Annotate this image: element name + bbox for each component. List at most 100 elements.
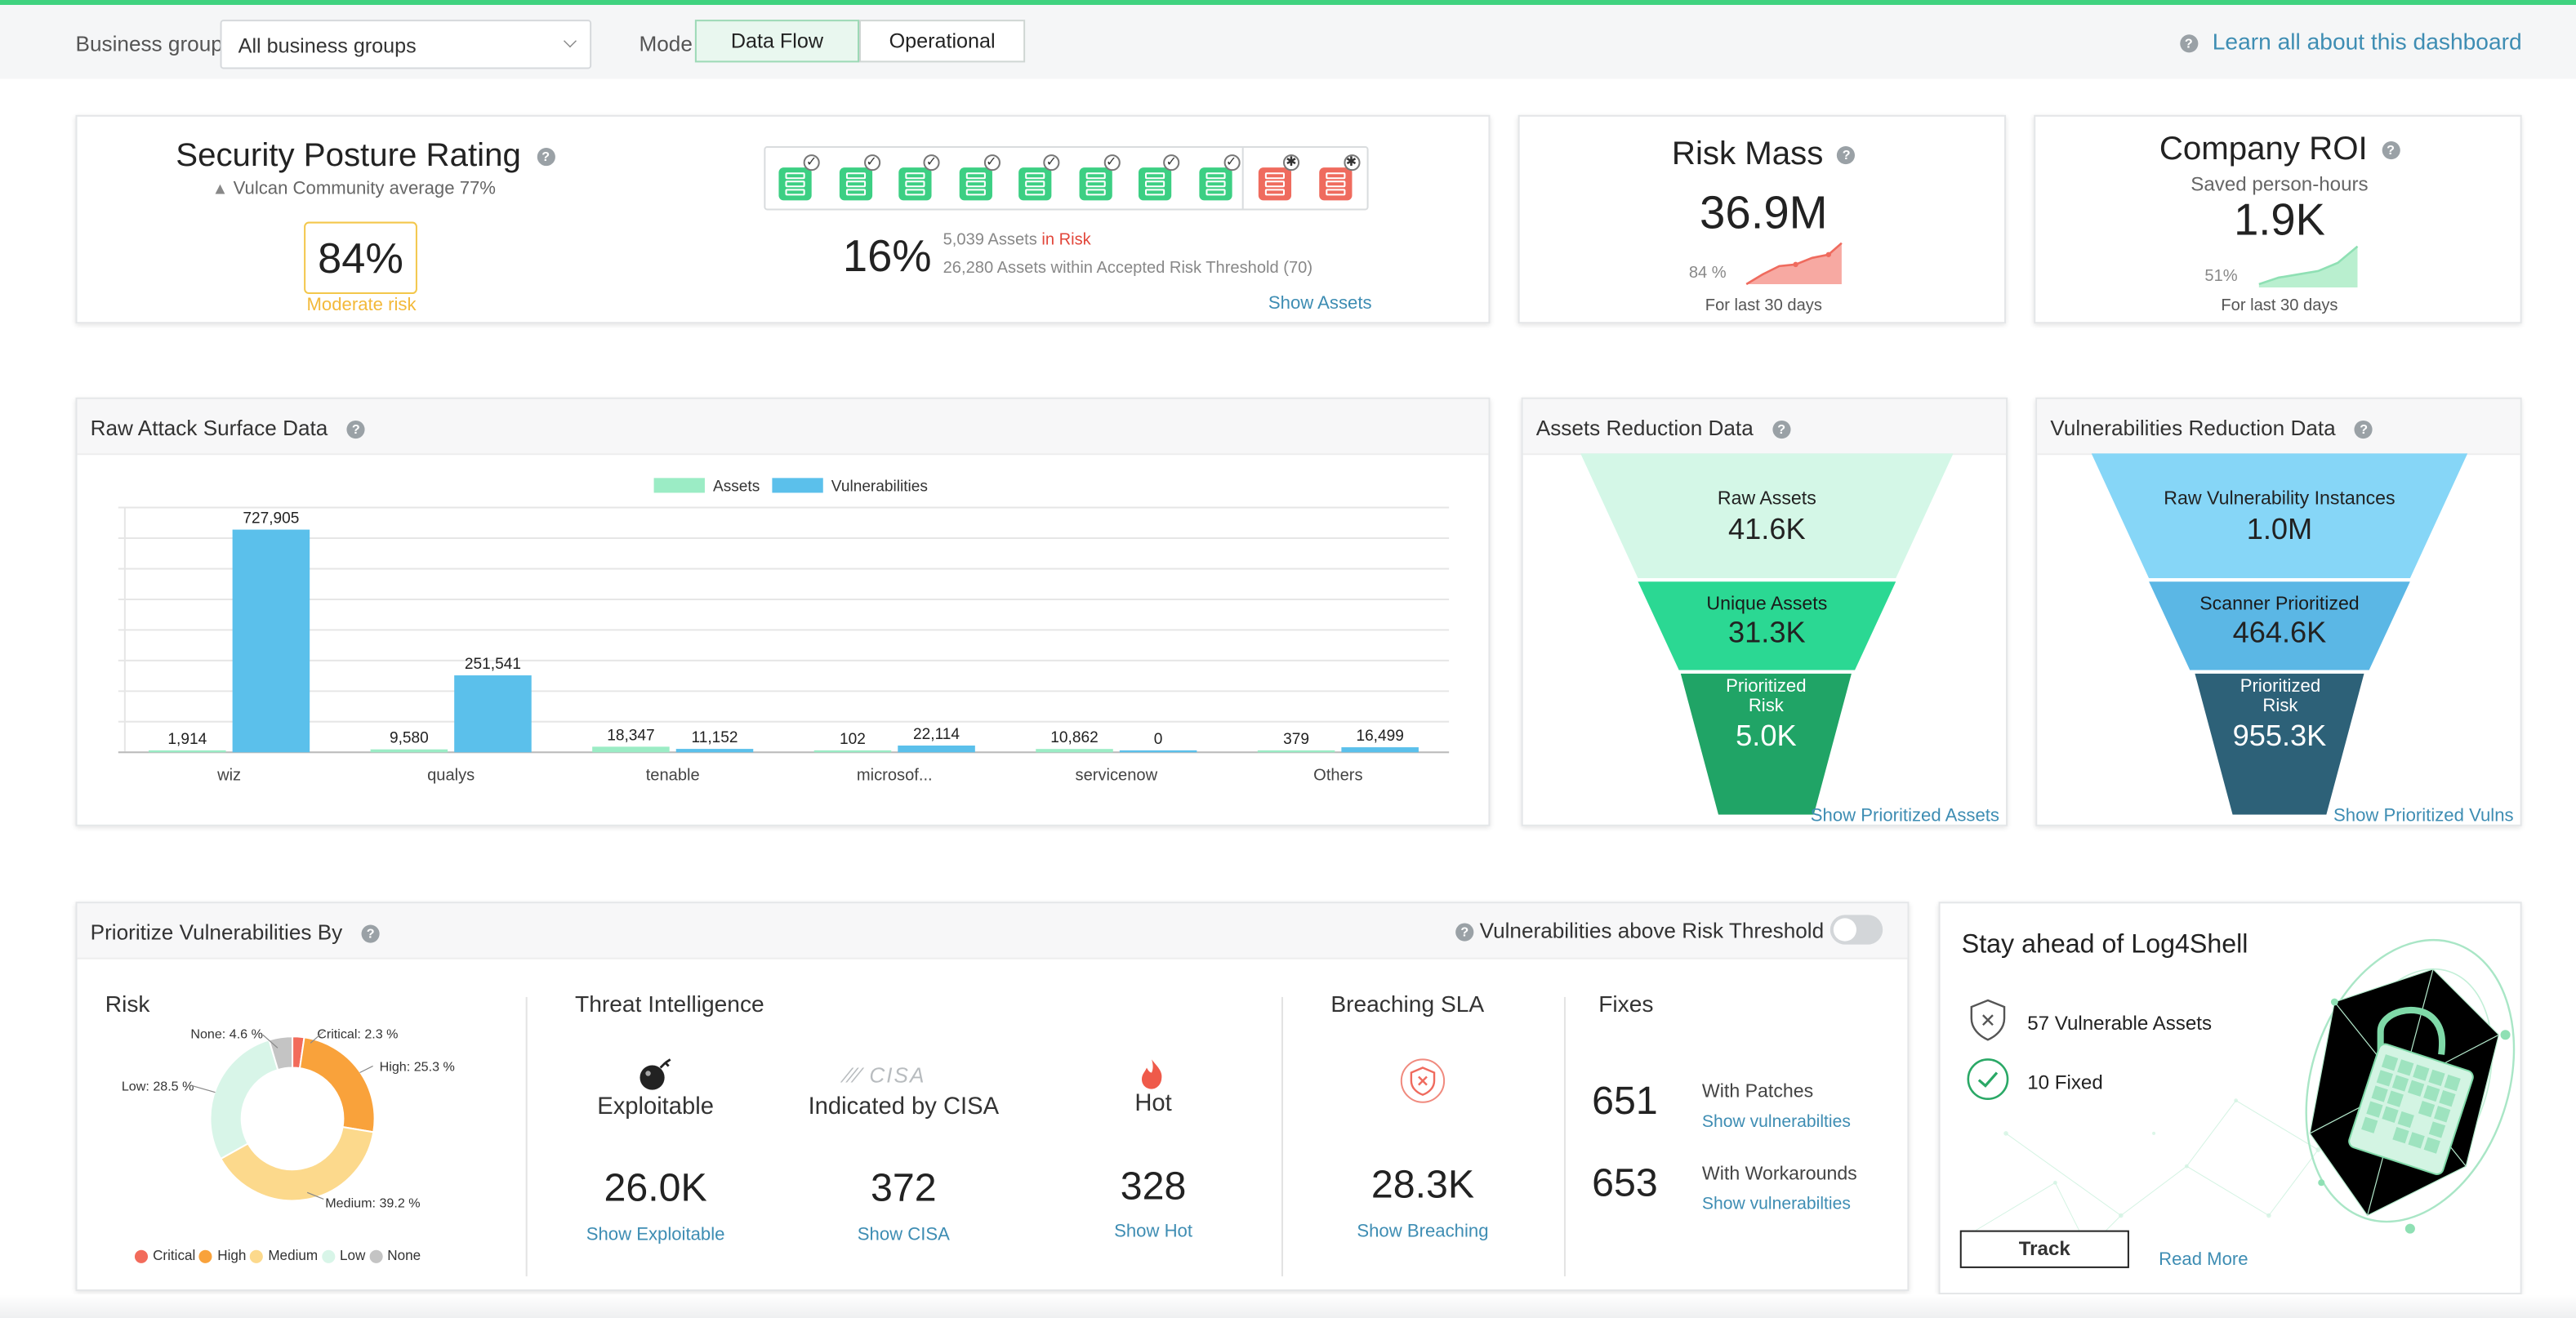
community-icon: ▲ (212, 180, 229, 199)
vulns-reduction-title-text: Vulnerabilities Reduction Data (2050, 415, 2336, 441)
assets-in-risk-suffix: in Risk (1041, 231, 1091, 250)
help-icon[interactable]: ? (1772, 421, 1791, 439)
server-icon (1078, 167, 1112, 201)
help-icon[interactable]: ? (1455, 923, 1474, 942)
x-tick-label: wiz (216, 766, 241, 784)
assets-within-threshold: 26,280 Assets within Accepted Risk Thres… (943, 259, 1313, 278)
legend-low[interactable]: Low (321, 1247, 365, 1263)
track-button[interactable]: Track (1959, 1230, 2129, 1268)
read-more-link[interactable]: Read More (2159, 1249, 2248, 1270)
show-cisa-link[interactable]: Show CISA (857, 1225, 950, 1245)
cisa-logo-text: CISA (869, 1062, 926, 1088)
donut-slice-medium[interactable] (219, 1125, 375, 1202)
help-icon[interactable]: ? (361, 924, 380, 943)
donut-slice-low[interactable] (209, 1039, 279, 1160)
help-icon[interactable]: ? (2355, 421, 2373, 439)
data-label: 16,499 (1356, 728, 1403, 745)
help-icon[interactable]: ? (2381, 141, 2400, 160)
funnel-stage-prioritized-risk[interactable]: Prioritized Risk 5.0K (1681, 674, 1852, 815)
legend-dot-high (199, 1249, 213, 1263)
bar-assets (592, 746, 670, 753)
help-icon[interactable]: ? (1837, 146, 1856, 165)
legend-text: Critical (153, 1246, 196, 1263)
risk-threshold-toggle[interactable] (1829, 915, 1883, 945)
funnel-stage-raw-assets[interactable]: Raw Assets 41.6K (1580, 453, 1954, 578)
learn-dashboard-link[interactable]: ? Learn all about this dashboard (2179, 28, 2522, 55)
log4shell-lock-illustration (1971, 938, 2516, 1251)
prioritize-title: Prioritize Vulnerabilities By ? (91, 919, 380, 945)
fixes-workarounds-value: 653 (1592, 1161, 1658, 1206)
show-patches-link[interactable]: Show vulnerabilties (1701, 1111, 1851, 1132)
legend-text: None (387, 1246, 421, 1263)
log4shell-title: Stay ahead of Log4Shell (1961, 931, 2248, 960)
check-badge-icon: ✓ (1163, 154, 1180, 171)
posture-rating: 84% (304, 221, 417, 295)
raw-attack-bar-chart: 1,914 727,905 wiz 9,580 251,541 qualys 18,347 1… (118, 478, 1450, 784)
data-label: 9,580 (390, 730, 429, 747)
bar-vulnerabilities (1119, 750, 1197, 753)
fixes-patches-label: With Patches (1701, 1082, 1814, 1102)
data-label: 22,114 (913, 726, 960, 743)
asset-servers-strip: ✓ ✓ ✓ ✓ ✓ ✓ ✓ ✓ ✱ ✱ (764, 146, 1369, 211)
legend-dot-medium (250, 1249, 264, 1263)
show-assets-link[interactable]: Show Assets (1268, 294, 1372, 314)
server-icon (1138, 167, 1172, 201)
shield-x-icon (1970, 999, 2006, 1041)
data-label: 727,905 (243, 510, 299, 528)
cisa-stripes: ∕∕∕ (845, 1062, 862, 1088)
legend-label: Vulnerabilities (831, 478, 928, 495)
risk-threshold-toggle-text: Vulnerabilities above Risk Threshold (1479, 918, 1825, 943)
donut-label-medium: Medium: 39.2 % (325, 1196, 421, 1211)
community-average-text: Vulcan Community average 77% (233, 179, 497, 199)
funnel-stage-raw-vulns[interactable]: Raw Vulnerability Instances 1.0M (2092, 453, 2468, 578)
cisa-label: Indicated by CISA (808, 1093, 1000, 1120)
legend-dot-low (321, 1249, 336, 1263)
bar-assets (1036, 749, 1113, 753)
funnel-stage-value: 955.3K (2232, 719, 2327, 753)
show-prioritized-vulns-link[interactable]: Show Prioritized Vulns (2333, 806, 2514, 826)
roi-trend-pct: 51% (2204, 267, 2238, 287)
mode-operational-button[interactable]: Operational (859, 20, 1026, 63)
show-breaching-link[interactable]: Show Breaching (1357, 1222, 1489, 1242)
donut-slice-none[interactable] (268, 1035, 294, 1071)
legend-none[interactable]: None (369, 1247, 421, 1263)
risk-mass-trend-pct: 84 % (1688, 264, 1727, 283)
bomb-icon (640, 1058, 671, 1090)
help-icon[interactable]: ? (346, 421, 365, 439)
posture-rating-label: Moderate risk (306, 296, 417, 316)
mode-data-flow-button[interactable]: Data Flow (694, 20, 860, 63)
vulns-reduction-card: Vulnerabilities Reduction Data ? Raw Vul… (2035, 397, 2522, 826)
roi-sparkline (2258, 245, 2359, 288)
risk-threshold-toggle-label: ? Vulnerabilities above Risk Threshold (1455, 918, 1825, 943)
show-prioritized-assets-link[interactable]: Show Prioritized Assets (1810, 806, 1999, 826)
bar-assets (149, 750, 226, 753)
legend-critical[interactable]: Critical (134, 1246, 196, 1263)
funnel-stage-value: 5.0K (1736, 719, 1797, 753)
show-exploitable-link[interactable]: Show Exploitable (586, 1225, 725, 1245)
funnel-stage-prioritized-risk[interactable]: Prioritized Risk 955.3K (2195, 674, 2364, 815)
legend-medium[interactable]: Medium (250, 1247, 318, 1263)
funnel-stage-label: Raw Vulnerability Instances (2164, 489, 2396, 510)
funnel-stage-value: 1.0M (2246, 512, 2313, 545)
vulns-reduction-header: Vulnerabilities Reduction Data ? (2037, 399, 2520, 456)
donut-leader-lines (192, 1031, 373, 1200)
data-label: 102 (840, 731, 866, 748)
legend-high[interactable]: High (199, 1247, 246, 1263)
learn-dashboard-text: Learn all about this dashboard (2212, 28, 2522, 55)
shield-alert-icon (1400, 1058, 1446, 1103)
legend-swatch-vulnerabilities (772, 478, 823, 493)
show-hot-link[interactable]: Show Hot (1114, 1222, 1193, 1242)
bar-vulnerabilities (232, 529, 310, 753)
legend-dot-none (369, 1249, 383, 1263)
funnel-stage-unique-assets[interactable]: Unique Assets 31.3K (1638, 581, 1896, 670)
show-workarounds-link[interactable]: Show vulnerabilties (1701, 1194, 1851, 1214)
roi-title-text: Company ROI (2159, 131, 2368, 168)
business-groups-select[interactable]: All business groups (220, 20, 592, 69)
roi-subtitle: Saved person-hours (2190, 172, 2369, 196)
risk-percent: 16% (842, 231, 932, 281)
funnel-stage-scanner-prioritized[interactable]: Scanner Prioritized 464.6K (2149, 581, 2410, 670)
business-groups-label: Business groups (75, 31, 234, 56)
fixes-title: Fixes (1598, 990, 1654, 1017)
help-icon[interactable]: ? (537, 148, 555, 167)
risk-mass-value: 36.9M (1700, 187, 1828, 238)
